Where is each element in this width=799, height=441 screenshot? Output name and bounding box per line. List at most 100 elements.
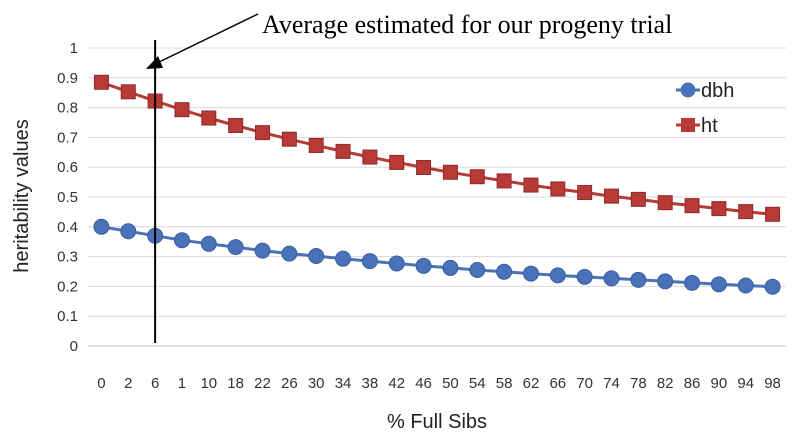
x-tick-label: 38 — [362, 375, 379, 392]
data-point-dbh — [522, 265, 539, 282]
y-axis-title: heritability values — [11, 119, 33, 272]
data-point-ht — [765, 206, 781, 222]
data-point-ht — [684, 198, 700, 214]
data-point-dbh — [630, 271, 647, 288]
data-point-dbh — [710, 276, 727, 293]
x-tick-label: 94 — [737, 375, 754, 392]
legend-label-ht: ht — [701, 115, 718, 137]
data-point-dbh — [549, 267, 566, 284]
data-point-dbh — [173, 232, 190, 249]
data-point-ht — [630, 191, 646, 207]
legend-marker-ht — [681, 118, 695, 132]
x-axis: 0 2 6 1 10 18 22 26 30 34 38 42 46 50 54 58 62 66 70 74 78 82… — [97, 375, 781, 392]
data-point-ht — [93, 74, 109, 90]
x-tick-label: 6 — [151, 375, 159, 392]
x-tick-label: 54 — [469, 375, 486, 392]
data-point-ht — [362, 149, 378, 165]
data-point-dbh — [361, 253, 378, 270]
data-point-ht — [255, 125, 270, 141]
y-axis: 0 0.1 0.2 0.3 0.4 0.5 0.6 0.7 0.8 0.9 1 — [57, 40, 78, 355]
x-tick-label: 42 — [388, 375, 405, 392]
annotation-arrow-line — [154, 13, 259, 65]
data-point-ht — [738, 204, 754, 220]
data-point-dbh — [388, 255, 405, 272]
data-point-ht — [416, 159, 432, 175]
data-point-ht — [389, 154, 405, 170]
x-tick-label: 46 — [415, 375, 432, 392]
x-tick-label: 74 — [603, 375, 620, 392]
x-tick-label: 2 — [124, 375, 132, 392]
x-tick-label: 10 — [200, 375, 217, 392]
data-point-ht — [523, 177, 539, 193]
x-tick-label: 50 — [442, 375, 459, 392]
x-tick-label: 90 — [711, 375, 728, 392]
data-point-dbh — [496, 263, 513, 280]
data-point-dbh — [764, 278, 781, 295]
x-tick-label: 66 — [549, 375, 566, 392]
data-point-dbh — [684, 274, 701, 291]
data-point-ht — [711, 201, 727, 217]
legend: dbh ht — [676, 80, 734, 137]
gridlines — [88, 47, 786, 347]
y-tick-label: 0.2 — [57, 278, 78, 295]
x-tick-label: 22 — [254, 375, 271, 392]
y-tick-label: 0.5 — [57, 189, 78, 206]
data-point-ht — [496, 173, 512, 189]
y-tick-label: 0.6 — [57, 159, 78, 176]
data-point-ht — [469, 169, 485, 185]
y-tick-label: 0.9 — [57, 70, 78, 87]
annotation: Average estimated for our progeny trial — [146, 10, 672, 343]
legend-marker-dbh — [680, 82, 696, 98]
y-tick-label: 0.4 — [57, 219, 78, 236]
data-point-ht — [201, 110, 217, 126]
data-point-ht — [442, 164, 458, 180]
x-tick-label: 26 — [281, 375, 298, 392]
x-axis-title: % Full Sibs — [387, 411, 487, 433]
annotation-arrow-head — [146, 56, 163, 69]
data-point-dbh — [335, 250, 352, 267]
series-group — [93, 74, 781, 295]
x-tick-label: 30 — [308, 375, 325, 392]
data-point-dbh — [200, 235, 217, 252]
y-tick-label: 0 — [70, 338, 78, 355]
x-tick-label: 98 — [764, 375, 781, 392]
data-point-dbh — [281, 245, 298, 262]
data-point-dbh — [469, 262, 486, 279]
x-tick-label: 70 — [576, 375, 593, 392]
y-tick-label: 0.1 — [57, 308, 78, 325]
legend-label-dbh: dbh — [701, 80, 734, 102]
x-tick-label: 58 — [496, 375, 513, 392]
data-point-dbh — [415, 257, 432, 274]
data-point-ht — [281, 131, 297, 147]
data-point-dbh — [576, 268, 593, 285]
data-point-dbh — [657, 273, 674, 290]
data-point-ht — [120, 84, 136, 100]
data-point-dbh — [227, 239, 244, 256]
data-point-dbh — [442, 259, 459, 276]
y-tick-label: 0.3 — [57, 249, 78, 266]
data-point-dbh — [603, 270, 620, 287]
x-tick-label: 34 — [335, 375, 352, 392]
annotation-text: Average estimated for our progeny trial — [262, 10, 672, 39]
y-tick-label: 0.8 — [57, 100, 78, 117]
data-point-ht — [335, 143, 351, 159]
x-tick-label: 78 — [630, 375, 647, 392]
x-tick-label: 18 — [227, 375, 244, 392]
data-point-dbh — [308, 248, 325, 265]
data-point-ht — [550, 181, 566, 197]
x-tick-label: 0 — [97, 375, 105, 392]
y-tick-label: 0.7 — [57, 129, 78, 146]
data-point-ht — [174, 102, 190, 118]
x-tick-label: 86 — [684, 375, 701, 392]
data-point-ht — [228, 117, 244, 133]
x-tick-label: 1 — [178, 375, 186, 392]
y-tick-label: 1 — [70, 40, 78, 57]
data-point-ht — [604, 188, 619, 204]
data-point-dbh — [737, 277, 754, 294]
series-line-ht — [100, 80, 773, 216]
data-point-ht — [577, 185, 593, 201]
data-point-dbh — [93, 218, 110, 235]
data-point-ht — [657, 195, 673, 211]
data-point-dbh — [120, 223, 137, 240]
